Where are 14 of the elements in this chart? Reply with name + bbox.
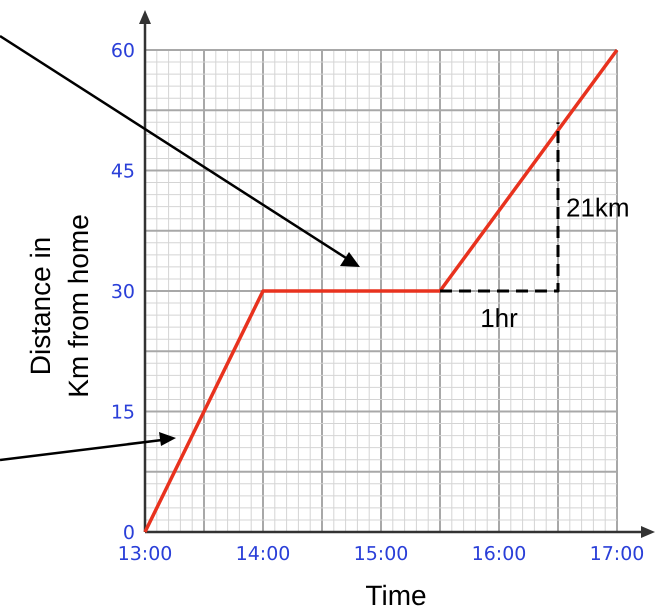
x-axis-title: Time [365, 580, 427, 611]
x-tick-label: 13:00 [118, 543, 172, 565]
x-tick-label: 14:00 [236, 543, 290, 565]
y-tick-label: 30 [110, 281, 135, 303]
y-tick-label: 15 [110, 402, 135, 424]
annotation: 1hr [480, 303, 518, 333]
y-axis-title: Distance in Km from home [25, 214, 94, 398]
x-tick-label: 16:00 [472, 543, 526, 565]
x-tick-label: 17:00 [590, 543, 644, 565]
y-tick-label: 0 [122, 522, 135, 544]
y-tick-label: 60 [110, 40, 135, 62]
x-tick-label: 15:00 [354, 543, 408, 565]
y-tick-label: 45 [110, 160, 135, 182]
annotation: 21km [566, 192, 630, 223]
